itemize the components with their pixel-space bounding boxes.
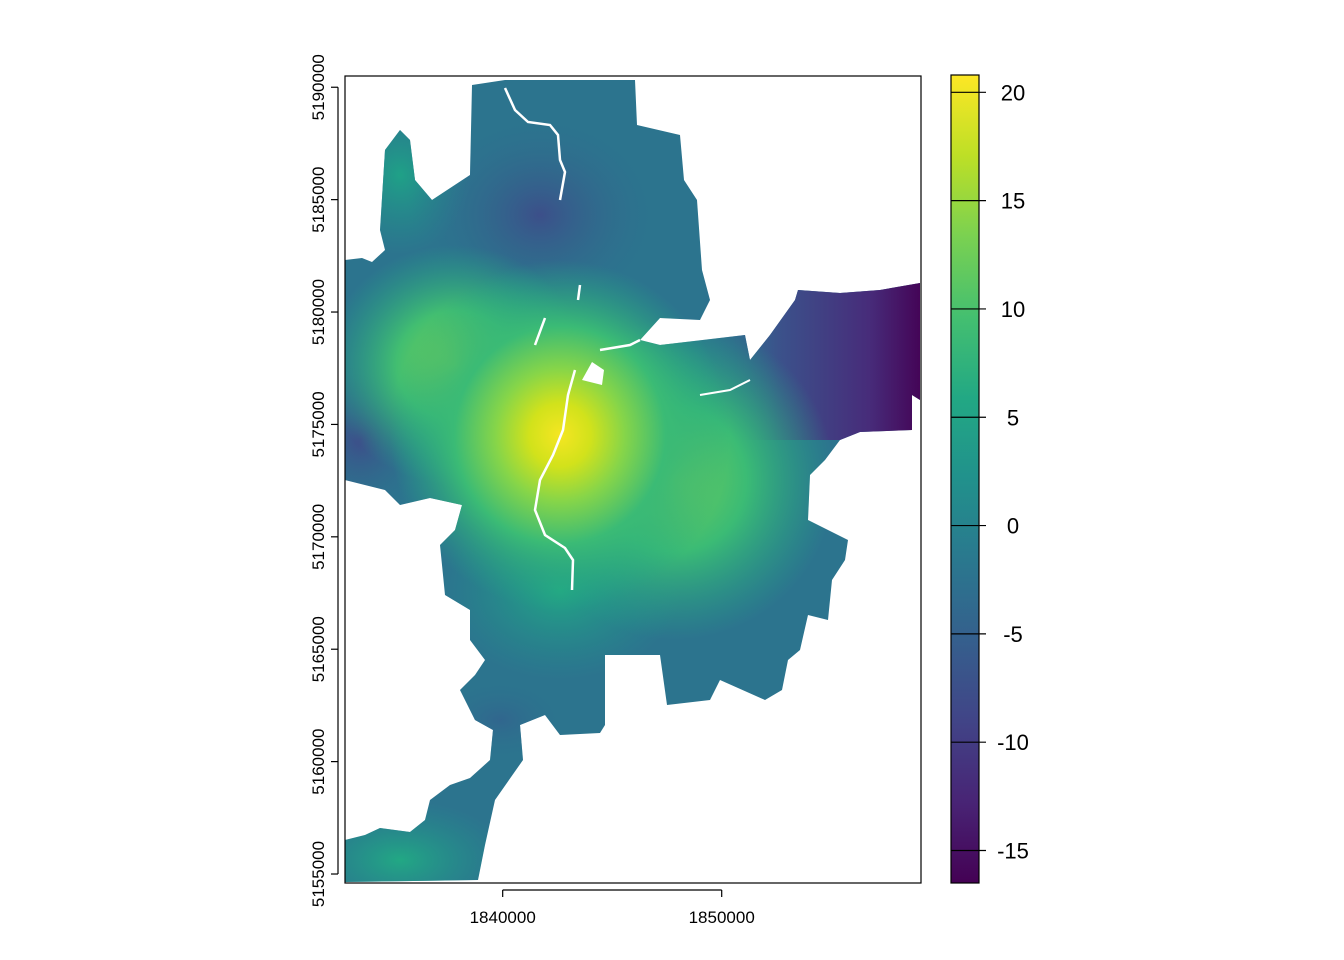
y-tick-label: 5160000 bbox=[309, 729, 328, 795]
y-tick-label: 5190000 bbox=[309, 54, 328, 120]
colorbar-tick-label: 5 bbox=[1007, 405, 1019, 430]
river-center bbox=[533, 284, 641, 591]
colorbar-tick-label: 15 bbox=[1001, 189, 1025, 214]
colorbar-tick-label: -10 bbox=[997, 730, 1029, 755]
colorbar-tick-label: 20 bbox=[1001, 80, 1025, 105]
plot-frame bbox=[344, 75, 922, 884]
x-axis: 1840000 1850000 bbox=[470, 889, 755, 927]
map-raster bbox=[344, 75, 922, 884]
y-tick-label: 5175000 bbox=[309, 391, 328, 457]
colorbar-tick-label: -15 bbox=[997, 839, 1029, 864]
lake-hole bbox=[582, 362, 604, 385]
y-tick-label: 5180000 bbox=[309, 279, 328, 345]
colorbar-tick-label: 10 bbox=[1001, 297, 1025, 322]
colorbar-tick-label: -5 bbox=[1003, 622, 1023, 647]
colorbar: -15 -10 -5 0 5 10 15 20 bbox=[950, 74, 1029, 884]
y-axis: 5155000 5160000 5165000 5170000 5175000 51800… bbox=[309, 54, 339, 907]
colorbar-ticks: -15 -10 -5 0 5 10 15 20 bbox=[951, 80, 1029, 864]
river-north bbox=[503, 87, 567, 201]
river-east bbox=[699, 379, 751, 396]
colorbar-fill bbox=[950, 74, 980, 884]
green-southwest-lobe bbox=[345, 800, 510, 882]
colorbar-tick-label: 0 bbox=[1007, 514, 1019, 539]
y-tick-label: 5185000 bbox=[309, 167, 328, 233]
x-tick-label: 1840000 bbox=[470, 908, 536, 927]
y-tick-label: 5170000 bbox=[309, 504, 328, 570]
y-tick-label: 5165000 bbox=[309, 616, 328, 682]
x-tick-label: 1850000 bbox=[689, 908, 755, 927]
cold-south bbox=[420, 670, 580, 770]
y-tick-label: 5155000 bbox=[309, 841, 328, 907]
